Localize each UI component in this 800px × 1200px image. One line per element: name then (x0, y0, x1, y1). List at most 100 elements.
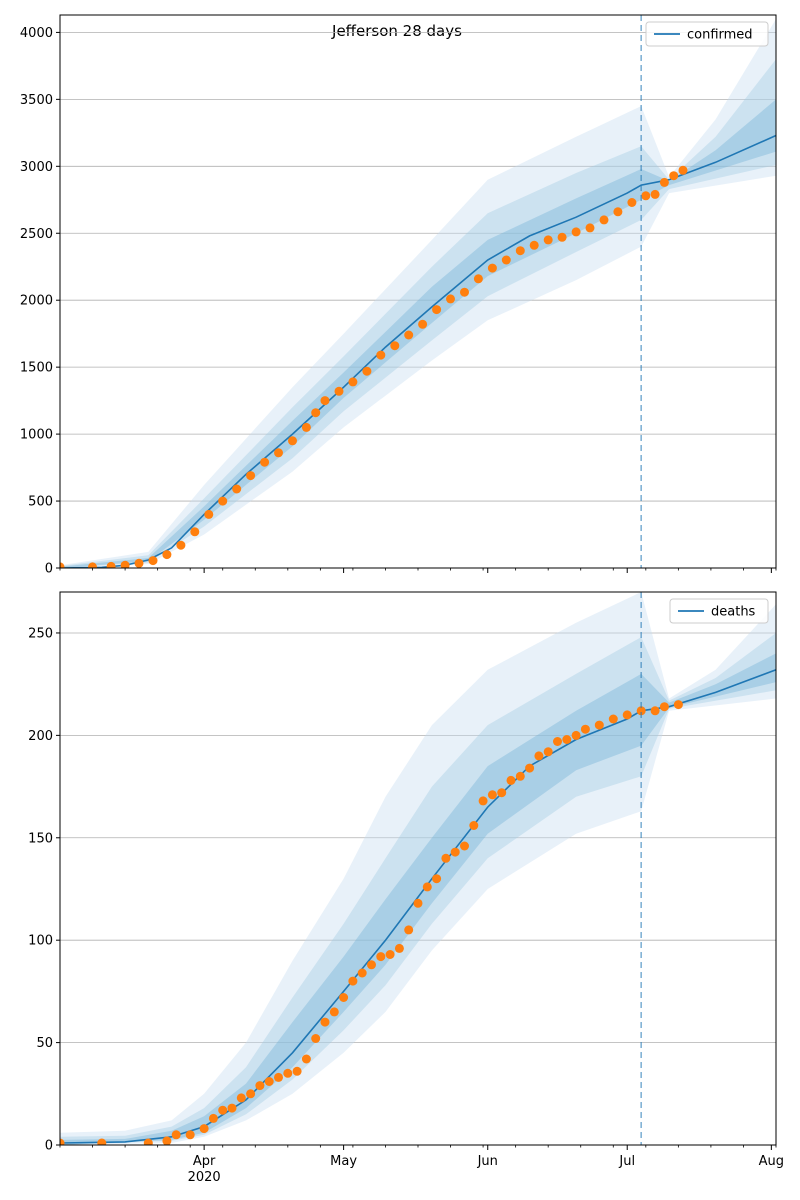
observed-point (334, 386, 344, 396)
y-tick-label: 0 (45, 1139, 53, 1154)
x-tick-label: Jun (477, 1154, 498, 1169)
uncertainty-band-1 (60, 19, 776, 568)
observed-point (204, 509, 214, 519)
observed-point (478, 796, 488, 806)
observed-point (404, 925, 414, 935)
observed-point (441, 853, 451, 863)
observed-point (580, 724, 590, 734)
observed-point (469, 821, 479, 830)
observed-point (208, 1113, 218, 1123)
observed-point (162, 550, 172, 560)
observed-point (432, 305, 442, 315)
y-tick-label: 2500 (20, 227, 53, 242)
observed-point (255, 1081, 265, 1091)
y-tick-label: 1500 (20, 361, 53, 376)
deaths-model-line (60, 669, 776, 1144)
observed-point (394, 943, 404, 953)
observed-point (515, 771, 525, 781)
observed-point (185, 1130, 195, 1140)
observed-point (60, 1138, 65, 1145)
observed-point (678, 165, 688, 175)
y-tick-label: 4000 (20, 26, 53, 41)
observed-point (376, 952, 386, 962)
observed-point (641, 191, 651, 201)
observed-point (460, 287, 469, 297)
observed-point (432, 874, 442, 884)
observed-point (274, 1072, 283, 1082)
observed-point (636, 706, 646, 716)
uncertainty-band-2 (60, 633, 776, 1145)
y-tick-label: 3000 (20, 160, 53, 175)
observed-point (97, 1138, 107, 1145)
observed-point (148, 556, 158, 566)
chart-title: Jefferson 28 days (331, 22, 462, 40)
observed-point (218, 1105, 228, 1115)
observed-point (390, 341, 400, 351)
observed-point (283, 1068, 293, 1078)
observed-point (487, 263, 497, 273)
observed-point (385, 950, 395, 959)
observed-point (506, 775, 516, 785)
observed-point (669, 171, 679, 181)
observed-point (301, 422, 311, 432)
y-tick-label: 200 (28, 729, 53, 744)
observed-point (171, 1130, 181, 1140)
observed-point (594, 720, 604, 730)
observed-point (599, 215, 609, 225)
observed-point (329, 1007, 339, 1017)
observed-point (190, 527, 200, 537)
observed-point (311, 408, 321, 418)
confirmed-legend: confirmed (645, 21, 769, 47)
x-tick-label: May (330, 1154, 357, 1169)
observed-point (446, 294, 455, 304)
observed-point (348, 976, 358, 986)
observed-point (413, 898, 423, 908)
observed-point (320, 1017, 330, 1027)
x-tick-label: Aug (759, 1154, 784, 1169)
x-tick-label: Jul (618, 1154, 635, 1169)
y-tick-label: 100 (28, 934, 53, 949)
observed-point (650, 189, 660, 199)
observed-point (60, 562, 65, 568)
observed-point (525, 763, 535, 773)
legend-label: confirmed (687, 28, 753, 43)
y-tick-label: 500 (28, 495, 53, 510)
observed-point (487, 790, 497, 800)
observed-point (515, 246, 525, 256)
observed-point (422, 882, 432, 892)
observed-point (339, 993, 349, 1002)
y-tick-label: 3500 (20, 93, 53, 108)
observed-point (376, 350, 386, 360)
y-tick-label: 150 (28, 831, 53, 846)
uncertainty-band-3 (60, 99, 776, 568)
observed-point (659, 177, 669, 187)
observed-point (557, 232, 567, 242)
legend-box (669, 598, 769, 624)
observed-point (608, 714, 618, 724)
uncertainty-band-1 (60, 592, 776, 1145)
observed-point (236, 1093, 246, 1103)
observed-point (460, 841, 469, 851)
observed-point (162, 1136, 172, 1145)
y-tick-label: 250 (28, 626, 53, 641)
observed-point (260, 457, 270, 467)
confirmed-panel: 0 500 1000 1500 2000 2500 3000 3500 4000 confirme… (20, 14, 777, 577)
observed-point (627, 198, 637, 207)
observed-point (543, 747, 553, 757)
observed-point (367, 960, 376, 970)
observed-point (106, 561, 116, 568)
observed-point (264, 1077, 274, 1086)
observed-point (246, 471, 256, 481)
observed-point (501, 255, 511, 265)
observed-point (320, 396, 330, 406)
uncertainty-band-2 (60, 59, 776, 568)
observed-point (473, 274, 483, 284)
y-tick-label: 0 (45, 562, 53, 577)
observed-point (348, 377, 358, 387)
observed-point (232, 484, 242, 494)
observed-point (418, 319, 428, 329)
y-tick-label: 50 (36, 1036, 53, 1051)
